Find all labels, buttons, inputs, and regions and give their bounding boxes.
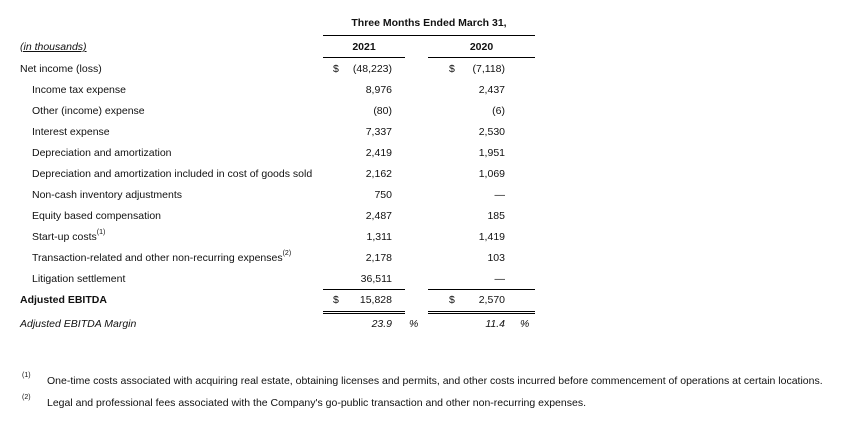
value-2020: 1,951 <box>478 147 505 159</box>
row-label-text: Interest expense <box>32 126 110 138</box>
percent-sign: % <box>520 318 530 330</box>
footnote-text: Legal and professional fees associated w… <box>47 397 586 409</box>
table-row: Start-up costs(1) 1,311 1,419 <box>0 227 850 248</box>
currency-symbol: $ <box>449 63 455 75</box>
table-row: Equity based compensation 2,487 185 <box>0 206 850 227</box>
value-2020: 1,069 <box>478 168 505 180</box>
footnote-marker: (1) <box>22 372 31 379</box>
footnote-text: One-time costs associated with acquiring… <box>47 375 823 387</box>
divider <box>323 289 405 290</box>
value-2020: (6) <box>492 105 505 117</box>
currency-symbol: $ <box>449 294 455 306</box>
value-2020: 11.4 <box>485 318 505 330</box>
row-label-text: Depreciation and amortization <box>32 147 172 159</box>
divider <box>428 57 535 58</box>
value-2020: 2,530 <box>478 126 505 138</box>
row-label: Interest expense <box>32 122 110 143</box>
row-label-text: Other (income) expense <box>32 105 145 117</box>
table-row: Depreciation and amortization 2,419 1,951 <box>0 143 850 164</box>
row-label-text: Start-up costs <box>32 231 97 243</box>
row-label: Depreciation and amortization <box>32 143 172 164</box>
table-row: Other (income) expense (80) (6) <box>0 101 850 122</box>
value-2021: 36,511 <box>360 273 392 285</box>
value-2021: 2,162 <box>365 168 392 180</box>
value-2020: — <box>494 189 506 201</box>
row-label: Adjusted EBITDA <box>20 294 107 306</box>
row-label: Depreciation and amortization included i… <box>32 164 312 185</box>
value-2021: 1,311 <box>366 231 393 243</box>
row-label-text: Transaction-related and other non-recurr… <box>32 252 283 264</box>
value-2021: 7,337 <box>365 126 392 138</box>
value-2021: 8,976 <box>365 84 392 96</box>
divider <box>428 289 535 290</box>
table-row: Litigation settlement 36,511 — <box>0 269 850 290</box>
year-2020-header: 2020 <box>469 41 494 53</box>
row-label: Start-up costs(1) <box>32 227 105 248</box>
table-row: Non-cash inventory adjustments 750 — <box>0 185 850 206</box>
row-label: Other (income) expense <box>32 101 145 122</box>
units-label: (in thousands) <box>20 41 87 53</box>
row-label-text: Net income (loss) <box>20 63 102 75</box>
table-row: Net income (loss) $ (48,223) $ (7,118) <box>0 59 850 80</box>
row-label-text: Income tax expense <box>32 84 126 96</box>
currency-symbol: $ <box>333 63 339 75</box>
row-label: Non-cash inventory adjustments <box>32 185 182 206</box>
row-label-text: Depreciation and amortization included i… <box>32 168 313 180</box>
period-header: Three Months Ended March 31, <box>351 17 507 29</box>
value-2020: — <box>494 273 506 285</box>
value-2020: 103 <box>487 252 505 264</box>
row-label: Net income (loss) <box>20 59 102 80</box>
value-2020: (7,118) <box>472 63 506 75</box>
row-label-text: Non-cash inventory adjustments <box>32 189 182 201</box>
row-label: Transaction-related and other non-recurr… <box>32 248 291 269</box>
margin-row: Adjusted EBITDA Margin 23.9 % 11.4 % <box>0 314 850 335</box>
value-2020: 1,419 <box>478 231 505 243</box>
double-divider <box>428 311 535 315</box>
table-row: Interest expense 7,337 2,530 <box>0 122 850 143</box>
value-2021: (80) <box>373 105 392 117</box>
table-row: Transaction-related and other non-recurr… <box>0 248 850 269</box>
percent-sign: % <box>409 318 419 330</box>
value-2021: 2,419 <box>365 147 392 159</box>
row-label: Income tax expense <box>32 80 126 101</box>
row-label: Equity based compensation <box>32 206 161 227</box>
value-2021: 15,828 <box>359 294 392 306</box>
footnote-ref: (1) <box>96 229 106 236</box>
double-divider <box>323 311 405 315</box>
value-2021: 750 <box>374 189 392 201</box>
value-2021: 23.9 <box>371 318 392 330</box>
value-2021: 2,178 <box>365 252 392 264</box>
value-2020: 185 <box>487 210 505 222</box>
table-row: Depreciation and amortization included i… <box>0 164 850 185</box>
row-label: Litigation settlement <box>32 269 125 290</box>
currency-symbol: $ <box>333 294 339 306</box>
table-row: Income tax expense 8,976 2,437 <box>0 80 850 101</box>
value-2020: 2,570 <box>478 294 505 306</box>
divider <box>323 35 535 36</box>
row-label-text: Litigation settlement <box>32 273 126 285</box>
divider <box>323 57 405 58</box>
total-row: Adjusted EBITDA $ 15,828 $ 2,570 <box>0 290 850 311</box>
row-label-text: Equity based compensation <box>32 210 161 222</box>
value-2020: 2,437 <box>478 84 505 96</box>
footnote-marker: (2) <box>22 394 31 401</box>
footnote-ref: (2) <box>282 250 292 257</box>
year-2021-header: 2021 <box>352 41 376 53</box>
value-2021: 2,487 <box>365 210 392 222</box>
value-2021: (48,223) <box>352 63 392 75</box>
row-label: Adjusted EBITDA Margin <box>20 318 137 330</box>
